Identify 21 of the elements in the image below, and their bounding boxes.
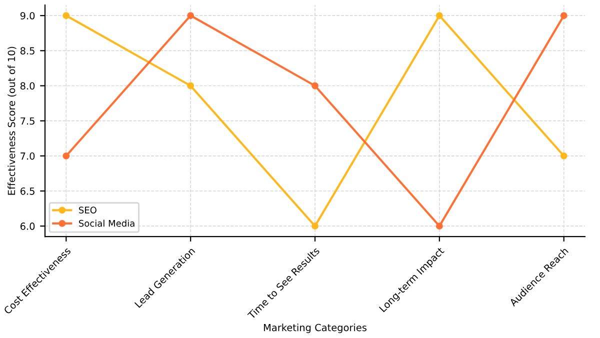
point <box>560 152 568 160</box>
point <box>560 12 568 20</box>
y-tick-label: 7.0 <box>20 152 35 160</box>
point <box>312 222 318 230</box>
point <box>62 152 70 160</box>
y-tick-label: 8.0 <box>20 82 35 90</box>
point <box>187 12 194 20</box>
y-tick-label: 6.5 <box>20 187 34 195</box>
legend-label: SEO <box>79 206 96 214</box>
point <box>436 12 443 20</box>
y-tick-label: 7.5 <box>20 117 34 125</box>
point <box>312 82 318 90</box>
y-tick-label: 6.0 <box>20 222 35 230</box>
y-tick-label: 9.0 <box>20 12 35 20</box>
y-axis-title: Effectiveness Score (out of 10) <box>8 46 16 195</box>
point <box>62 12 70 20</box>
legend-label: Social Media <box>79 220 134 227</box>
point <box>187 82 194 90</box>
x-axis-title: Marketing Categories <box>264 324 366 334</box>
point <box>436 222 443 230</box>
y-tick-label: 8.5 <box>20 47 34 55</box>
